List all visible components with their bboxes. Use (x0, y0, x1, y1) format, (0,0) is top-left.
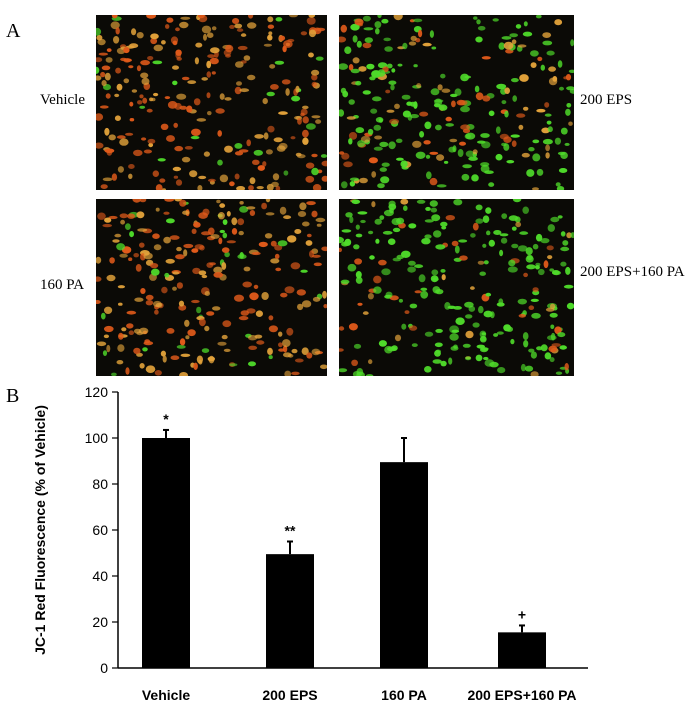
category-label: 160 PA (381, 687, 427, 703)
y-tick-label: 20 (92, 614, 108, 630)
y-tick-label: 80 (92, 476, 108, 492)
micrograph-160-pa-cells (96, 199, 327, 376)
y-axis-label-group: JC-1 Red Fluorescence (% of Vehicle) (32, 405, 48, 655)
micrograph-200-eps (339, 15, 574, 190)
category-label: 200 EPS+160 PA (467, 687, 576, 703)
panel-a-letter: A (6, 20, 21, 42)
bar (266, 554, 314, 668)
significance-marker: ** (285, 523, 296, 539)
micrograph-200-eps-cells (339, 15, 574, 190)
label-160-pa: 160 PA (40, 277, 85, 293)
bar-chart: JC-1 Red Fluorescence (% of Vehicle) 0 20… (32, 384, 588, 703)
micrograph-200-eps-160-pa-cells (339, 199, 574, 376)
category-label: 200 EPS (262, 687, 317, 703)
bar (142, 438, 190, 668)
micrograph-160-pa (96, 199, 327, 376)
bar (498, 632, 546, 668)
y-tick-label: 40 (92, 568, 108, 584)
y-tick-label: 120 (85, 384, 109, 400)
micrograph-200-eps-160-pa (339, 199, 574, 376)
bars (142, 428, 546, 668)
micrograph-vehicle (96, 15, 327, 190)
y-axis-label: JC-1 Red Fluorescence (% of Vehicle) (32, 405, 48, 655)
y-tick-label: 100 (85, 430, 109, 446)
label-200-eps-160-pa: 200 EPS+160 PA (580, 264, 685, 280)
category-label: Vehicle (142, 687, 190, 703)
tick-labels: 0 20 40 60 80 100 120 * Vehicle ** 200 EPS 160 PA +2… (85, 384, 577, 703)
significance-marker: * (163, 411, 169, 427)
micrograph-vehicle-cells (96, 15, 327, 190)
panel-b-letter: B (6, 385, 20, 407)
label-200-eps: 200 EPS (580, 92, 633, 108)
y-tick-label: 0 (100, 660, 108, 676)
y-tick-label: 60 (92, 522, 108, 538)
bar (380, 462, 428, 668)
label-vehicle: Vehicle (40, 92, 85, 108)
significance-marker: + (518, 606, 526, 622)
